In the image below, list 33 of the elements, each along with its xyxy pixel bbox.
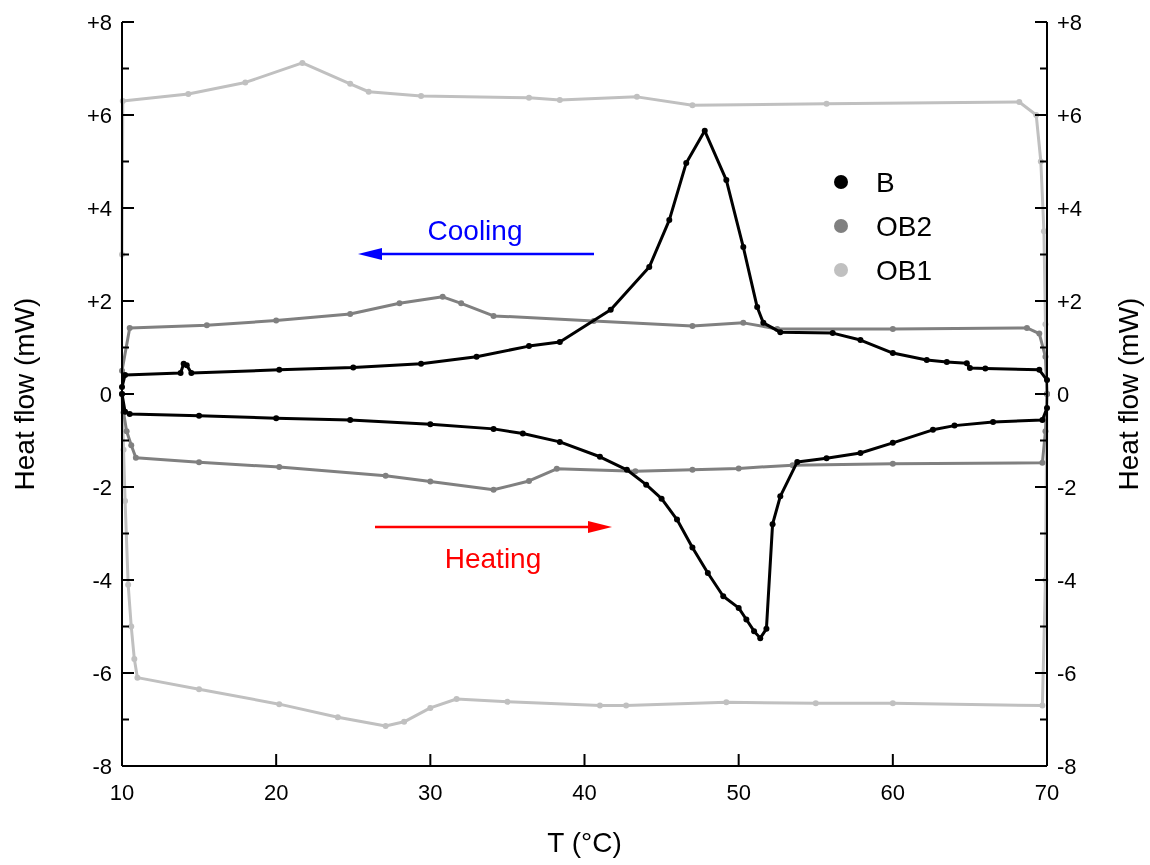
- y2-tick-label: -4: [1057, 568, 1077, 593]
- y-axis-title: Heat flow (mW): [9, 297, 40, 491]
- y2-tick-label: +4: [1057, 196, 1083, 221]
- y-tick-label: -4: [92, 568, 112, 593]
- annotation: Cooling: [427, 215, 523, 246]
- y-tick-label: -2: [92, 475, 112, 500]
- y2-tick-label: +2: [1057, 289, 1083, 314]
- legend-label: OB1: [876, 255, 933, 286]
- y2-tick-label: -8: [1057, 754, 1077, 779]
- legend-label: OB2: [876, 211, 933, 242]
- x-tick-label: 40: [572, 780, 597, 805]
- y2-tick-label: +8: [1057, 10, 1083, 35]
- x-tick-label: 70: [1034, 780, 1060, 805]
- x-tick-label: 50: [726, 780, 751, 805]
- y2-tick-label: 0: [1057, 382, 1070, 407]
- x-axis-title: T (°C): [547, 827, 622, 858]
- y2-tick-label: +6: [1057, 103, 1083, 128]
- y-tick-label: +4: [86, 196, 112, 221]
- x-tick-label: 30: [418, 780, 443, 805]
- annotation: Heating: [444, 543, 542, 574]
- x-tick-label: 20: [263, 780, 289, 805]
- legend-label: B: [876, 167, 895, 198]
- y2-tick-label: -2: [1057, 475, 1077, 500]
- y2-axis-title: Heat flow (mW): [1113, 297, 1144, 491]
- y-tick-label: 0: [99, 382, 112, 407]
- x-tick-label: 10: [109, 780, 135, 805]
- y-tick-label: +8: [86, 10, 112, 35]
- y-tick-label: +2: [86, 289, 112, 314]
- y-tick-label: +6: [86, 103, 112, 128]
- y2-tick-label: -6: [1057, 661, 1077, 686]
- x-tick-label: 60: [880, 780, 906, 805]
- y-tick-label: -8: [92, 754, 112, 779]
- y-tick-label: -6: [92, 661, 112, 686]
